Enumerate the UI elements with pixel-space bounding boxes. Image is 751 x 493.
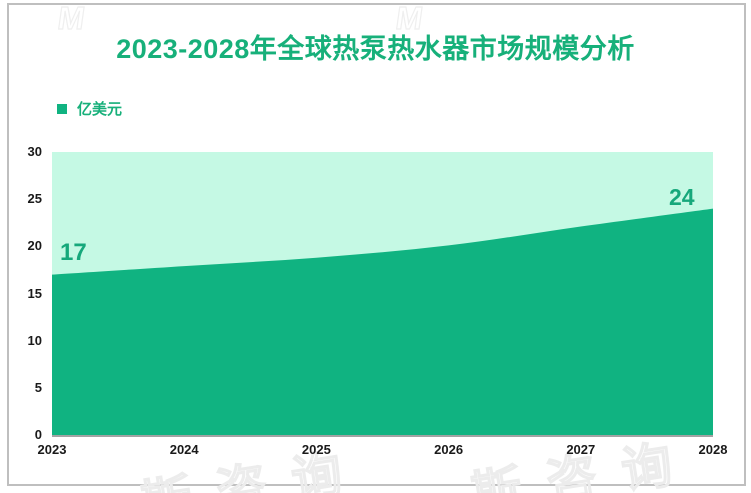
x-tick-label-2023: 2023 bbox=[37, 442, 67, 457]
legend-item-unit[interactable]: 亿美元 bbox=[57, 98, 122, 119]
legend-label: 亿美元 bbox=[77, 101, 123, 118]
y-tick-label-10: 10 bbox=[27, 332, 42, 348]
x-tick-label-2026: 2026 bbox=[434, 442, 464, 457]
y-tick-label-5: 5 bbox=[34, 379, 42, 395]
y-tick-label-25: 25 bbox=[27, 191, 42, 207]
legend-swatch-icon bbox=[57, 103, 67, 114]
x-tick-label-2027: 2027 bbox=[566, 442, 596, 457]
data-label-2023: 17 bbox=[60, 239, 87, 266]
y-tick-label-20: 20 bbox=[27, 238, 42, 254]
market-size-area-chart[interactable] bbox=[52, 152, 713, 435]
x-axis-line bbox=[52, 435, 713, 437]
x-tick-label-2025: 2025 bbox=[301, 442, 331, 457]
y-tick-label-30: 30 bbox=[27, 144, 42, 159]
chart-title: 2023-2028年全球热泵热水器市场规模分析 bbox=[116, 34, 635, 64]
y-tick-label-15: 15 bbox=[27, 285, 42, 301]
data-label-2028: 24 bbox=[669, 184, 695, 210]
x-tick-label-2024: 2024 bbox=[169, 442, 199, 457]
area-series[interactable] bbox=[52, 208, 713, 435]
watermark-text-bottom-left: 斯咨询 bbox=[137, 441, 372, 493]
y-tick-label-0: 0 bbox=[34, 427, 42, 442]
x-tick-label-2028: 2028 bbox=[698, 442, 728, 457]
